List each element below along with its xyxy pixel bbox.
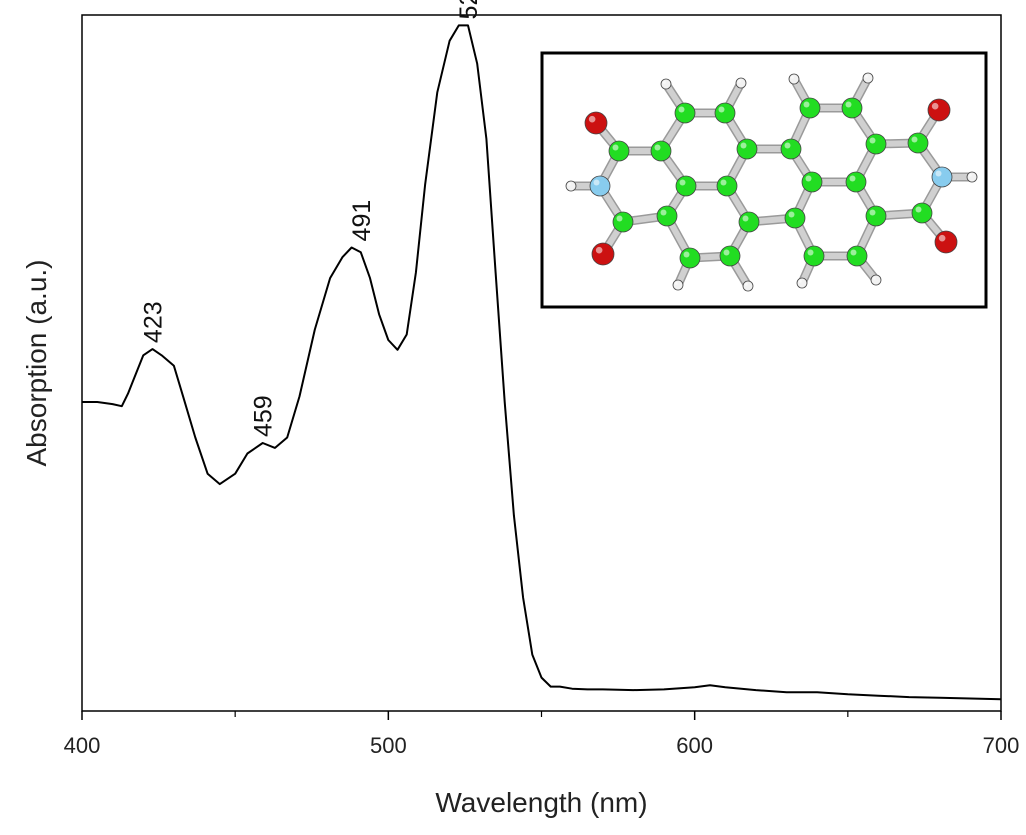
y-axis-title: Absorption (a.u.) [21,260,52,467]
atom-highlight [737,79,741,83]
atom-c [675,175,697,197]
atom-c [780,138,802,160]
atom-highlight [720,179,727,186]
atom-h [862,72,874,84]
atom-highlight [612,144,619,151]
atom-highlight [683,251,690,258]
atom-c [714,102,736,124]
atom-highlight [915,206,922,213]
molecule-inset [540,51,988,309]
atom-highlight [850,249,857,256]
atom-o [934,230,958,254]
atom-highlight [968,173,972,177]
atom-c [612,211,634,233]
atom-highlight [616,215,623,222]
atom-highlight [790,75,794,79]
atom-c [679,247,701,269]
atom-highlight [679,179,686,186]
atom-c [608,140,630,162]
atom-h [788,73,800,85]
atom-highlight [567,182,571,186]
atom-highlight [869,137,876,144]
atom-highlight [805,175,812,182]
atom-c [846,245,868,267]
atom-c [907,132,929,154]
atom-c [799,97,821,119]
peak-label: 423 [139,301,167,343]
atom-highlight [588,115,596,123]
x-tick-label: 400 [64,733,101,758]
atom-highlight [798,279,802,283]
molecule-structure-icon [565,72,978,292]
atom-highlight [744,282,748,286]
peak-label: 459 [250,395,278,437]
atom-highlight [678,106,685,113]
x-tick-label: 700 [983,733,1020,758]
atom-highlight [869,209,876,216]
atom-highlight [849,175,856,182]
atom-h [742,280,754,292]
x-tick-label: 600 [676,733,713,758]
atom-h [565,180,577,192]
atom-highlight [674,281,678,285]
atom-highlight [803,101,810,108]
inset-frame [540,51,988,309]
atom-highlight [654,144,661,151]
atom-highlight [723,249,730,256]
x-axis: 400 500 600 700 [64,711,1020,758]
atom-c [719,245,741,267]
atom-o [584,111,608,135]
atom-highlight [593,179,600,186]
atom-c [650,140,672,162]
atom-highlight [718,106,725,113]
atom-h [796,277,808,289]
atom-c [801,171,823,193]
atom-c [911,202,933,224]
atom-highlight [740,142,747,149]
x-tick-label: 500 [370,733,407,758]
atom-highlight [935,170,942,177]
atom-c [656,205,678,227]
series-line [82,24,1002,701]
atom-c [738,211,760,233]
atom-h [870,274,882,286]
atom-highlight [938,234,946,242]
atom-n [931,166,953,188]
atom-o [927,98,951,122]
atom-highlight [788,211,795,218]
atom-o [591,242,615,266]
series-group [82,24,1002,701]
atom-c [674,102,696,124]
atom-highlight [845,101,852,108]
peak-label: 526 [455,0,483,19]
atom-c [865,205,887,227]
peak-label: 491 [348,200,376,242]
atom-highlight [784,142,791,149]
peak-labels: 423 459 491 526 [139,0,483,437]
atom-c [865,133,887,155]
atom-highlight [595,246,603,254]
atom-h [735,77,747,89]
atom-c [845,171,867,193]
atom-highlight [660,209,667,216]
atom-highlight [864,74,868,78]
atom-highlight [911,136,918,143]
x-axis-title: Wavelength (nm) [435,787,647,818]
atom-highlight [807,249,814,256]
atom-n [589,175,611,197]
atom-highlight [662,80,666,84]
atom-highlight [742,215,749,222]
atom-c [716,175,738,197]
atom-c [841,97,863,119]
atom-h [660,78,672,90]
atom-highlight [931,102,939,110]
atom-highlight [872,276,876,280]
atom-h [966,171,978,183]
atom-h [672,279,684,291]
atom-c [736,138,758,160]
atom-c [784,207,806,229]
atom-c [803,245,825,267]
